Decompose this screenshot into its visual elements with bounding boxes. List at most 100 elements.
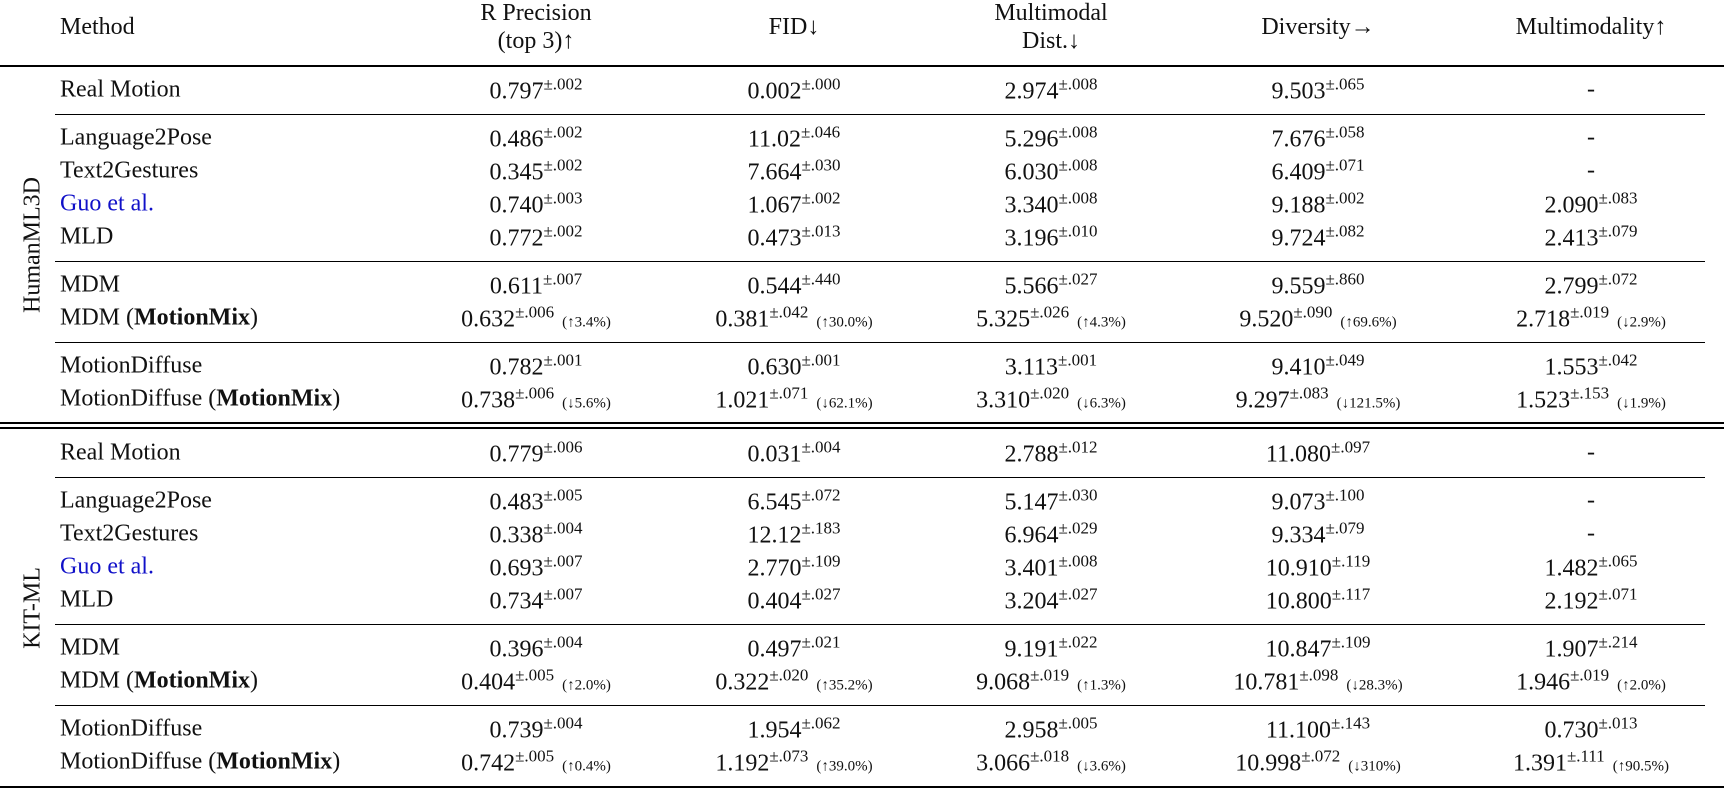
header-line: Dist.↓ (1021, 28, 1080, 54)
rule (0, 786, 1724, 788)
metric-cell: 9.073±.100 (1271, 486, 1364, 517)
metric-value: 9.503 (1271, 78, 1326, 105)
metric-cell: 3.204±.027 (1004, 585, 1097, 616)
metric-value: 0.739 (489, 717, 544, 744)
metric-value: 6.964 (1004, 522, 1059, 549)
metric-std: ±.010 (1058, 221, 1098, 241)
metric-std: ±.013 (801, 221, 841, 241)
method-highlight: MotionMix (216, 385, 333, 412)
method-part: MotionDiffuse ( (60, 385, 217, 412)
metric-cell: 2.788±.012 (1004, 438, 1097, 469)
metric-value: 5.147 (1004, 489, 1059, 516)
metric-cell: 9.503±.065 (1271, 75, 1364, 106)
metric-cell: 9.068±.019 (↑1.3%) (976, 666, 1126, 697)
metric-std: ±.002 (543, 155, 583, 175)
metric-value: 0.611 (489, 273, 544, 300)
metric-std: ±.012 (1058, 437, 1098, 457)
metric-value: 9.297 (1235, 387, 1290, 414)
metric-value: 2.958 (1004, 717, 1059, 744)
metric-cell: 10.781±.098 (↓28.3%) (1233, 666, 1402, 697)
metric-value: 11.080 (1265, 441, 1332, 468)
method-name: Language2Pose (60, 488, 212, 515)
metric-std: ±.005 (543, 485, 583, 505)
metric-value: 9.191 (1004, 636, 1059, 663)
metric-std: ±.003 (543, 188, 583, 208)
metric-value: 2.974 (1004, 78, 1059, 105)
metric-value: 9.559 (1271, 273, 1326, 300)
metric-value: 1.553 (1544, 354, 1599, 381)
metric-cell: 3.066±.018 (↓3.6%) (976, 747, 1126, 778)
header-line: Diversity→ (1261, 14, 1375, 40)
metric-cell: 0.797±.002 (489, 75, 582, 106)
metric-std: ±.111 (1566, 746, 1605, 766)
metric-std: ±.062 (801, 713, 841, 733)
method-part: Language2Pose (60, 124, 212, 151)
metric-value: 7.664 (747, 159, 802, 186)
metric-std: ±.000 (801, 74, 841, 94)
metric-change: (↓5.6%) (562, 395, 611, 412)
method-part: MDM (60, 634, 121, 661)
method-name: MDM (MotionMix) (60, 668, 258, 695)
metric-value: 10.910 (1265, 555, 1332, 582)
metric-cell: 2.799±.072 (1544, 270, 1637, 301)
metric-std: ±.005 (515, 746, 555, 766)
metric-std: ±.019 (1570, 302, 1610, 322)
metric-cell: 3.401±.008 (1004, 552, 1097, 583)
metric-value: 0.782 (489, 354, 544, 381)
metric-value: 0.322 (715, 669, 770, 696)
metric-cell: - (1587, 125, 1595, 152)
column-header: Multimodal Dist.↓ (994, 0, 1107, 55)
rule (55, 705, 1705, 706)
metric-std: ±.007 (543, 584, 583, 604)
rule (55, 477, 1705, 478)
metric-value: - (1587, 487, 1595, 514)
metric-cell: 2.718±.019 (↓2.9%) (1516, 303, 1666, 334)
metric-value: 3.310 (976, 387, 1031, 414)
metric-cell: 0.381±.042 (↑30.0%) (715, 303, 872, 334)
metric-std: ±.046 (801, 122, 841, 142)
metric-value: 0.345 (489, 159, 544, 186)
metric-std: ±.119 (1331, 551, 1371, 571)
metric-std: ±.005 (1058, 713, 1098, 733)
metric-cell: 9.188±.002 (1271, 189, 1364, 220)
header-line: (top 3)↑ (497, 28, 575, 54)
method-name: Real Motion (60, 440, 181, 467)
metric-cell: 9.559±.860 (1271, 270, 1364, 301)
metric-std: ±.008 (1058, 155, 1098, 175)
method-part: MLD (60, 223, 114, 250)
metric-cell: 11.02±.046 (748, 123, 840, 154)
method-part: MLD (60, 586, 114, 613)
metric-value: 2.192 (1544, 588, 1599, 615)
metric-cell: 10.998±.072 (↓310%) (1235, 747, 1401, 778)
metric-cell: 1.021±.071 (↓62.1%) (715, 384, 872, 415)
method-name: MotionDiffuse (MotionMix) (60, 749, 340, 776)
metric-std: ±.021 (801, 632, 841, 652)
method-part: Text2Gestures (60, 520, 199, 547)
metric-std: ±.153 (1570, 383, 1610, 403)
metric-cell: 0.396±.004 (489, 633, 582, 664)
metric-value: 0.002 (747, 78, 802, 105)
metric-cell: 0.404±.027 (747, 585, 840, 616)
metric-std: ±.097 (1331, 437, 1371, 457)
rule (0, 422, 1724, 424)
metric-value: 2.770 (747, 555, 802, 582)
method-name: Real Motion (60, 77, 181, 104)
method-name: MotionDiffuse (MotionMix) (60, 386, 340, 413)
metric-cell: 2.974±.008 (1004, 75, 1097, 106)
metric-value: 6.409 (1271, 159, 1326, 186)
metric-change: (↓6.3%) (1077, 395, 1126, 412)
method-part: Guo et al. (60, 553, 154, 580)
metric-change: (↓28.3%) (1346, 677, 1403, 694)
metric-std: ±.020 (769, 665, 809, 685)
metric-std: ±.004 (543, 518, 583, 538)
metric-std: ±.183 (801, 518, 841, 538)
method-part: MDM ( (60, 667, 135, 694)
metric-value: 10.781 (1233, 669, 1300, 696)
metric-cell: 12.12±.183 (747, 519, 840, 550)
metric-std: ±.214 (1598, 632, 1638, 652)
metric-cell: 2.192±.071 (1544, 585, 1637, 616)
rule (55, 114, 1705, 115)
metric-cell: 0.473±.013 (747, 222, 840, 253)
metric-change: (↓62.1%) (816, 395, 873, 412)
metric-cell: 0.031±.004 (747, 438, 840, 469)
